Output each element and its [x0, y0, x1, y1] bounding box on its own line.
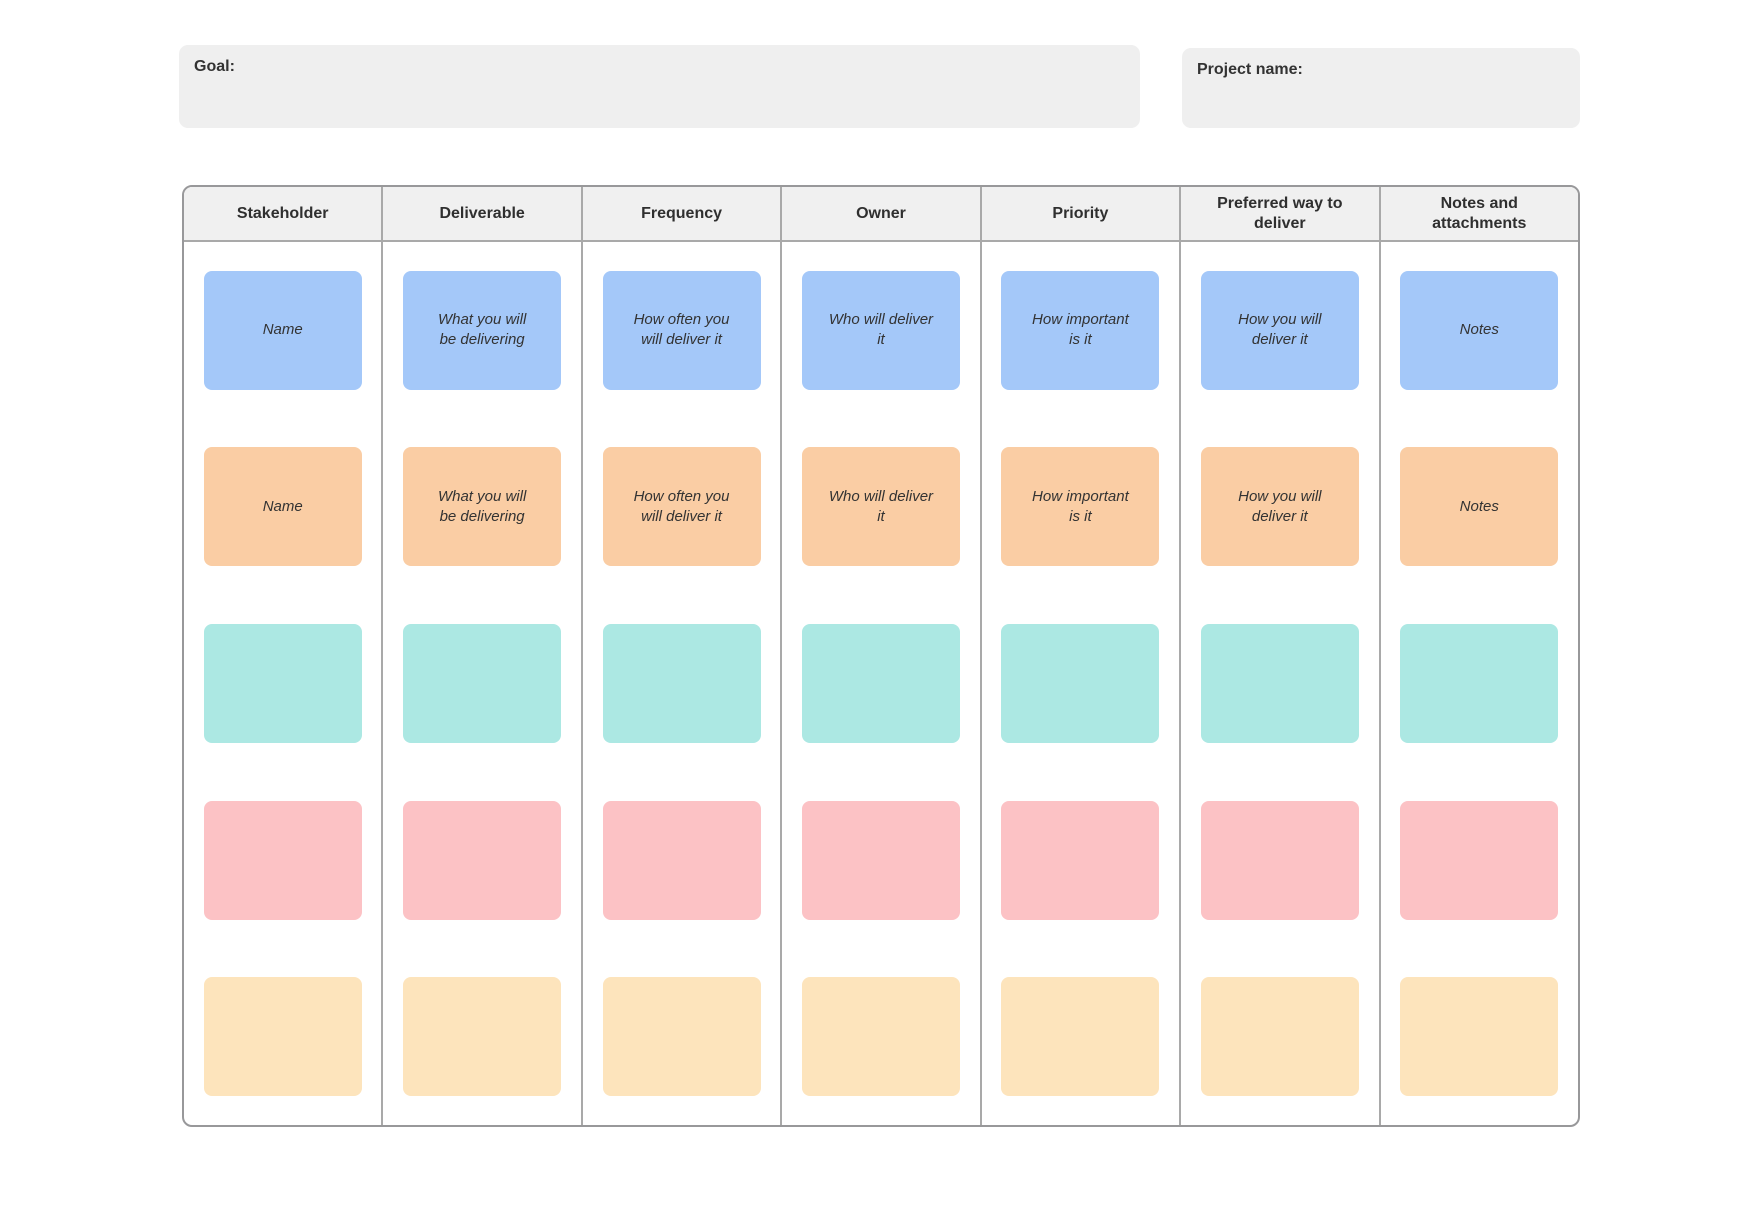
sticky-note-blue-preferred-way-to-deliver[interactable]: How you will deliver it: [1200, 270, 1359, 390]
sticky-note-peach-frequency[interactable]: How often you will deliver it: [602, 447, 761, 567]
table-cell-row5-notes-and-attachments: [1381, 948, 1578, 1125]
sticky-note-peach-preferred-way-to-deliver[interactable]: How you will deliver it: [1200, 447, 1359, 567]
goal-label: Goal:: [194, 58, 235, 75]
column-header-owner: Owner: [782, 187, 980, 242]
sticky-note-teal-preferred-way-to-deliver[interactable]: [1200, 623, 1359, 743]
sticky-note-pink-preferred-way-to-deliver[interactable]: [1200, 800, 1359, 920]
project-name-field[interactable]: Project name:: [1182, 48, 1580, 128]
table-cell-row1-priority: How important is it: [982, 242, 1179, 419]
sticky-note-peach-stakeholder[interactable]: Name: [203, 447, 362, 567]
sticky-note-pink-frequency[interactable]: [602, 800, 761, 920]
table-cell-row4-owner: [782, 772, 979, 949]
sticky-note-teal-frequency[interactable]: [602, 623, 761, 743]
column-header-priority: Priority: [981, 187, 1180, 242]
table-cell-row2-owner: Who will deliver it: [782, 419, 979, 596]
sticky-note-peach-owner[interactable]: Who will deliver it: [801, 447, 960, 567]
table-cell-row2-notes-and-attachments: Notes: [1381, 419, 1578, 596]
table-cell-row5-priority: [982, 948, 1179, 1125]
sticky-note-peach-notes-and-attachments[interactable]: Notes: [1400, 447, 1559, 567]
table-cell-row1-frequency: How often you will deliver it: [583, 242, 780, 419]
sticky-note-blue-frequency[interactable]: How often you will deliver it: [602, 270, 761, 390]
table-column-preferred-way-to-deliver: Preferred way to deliver How you will del…: [1181, 187, 1381, 1125]
table-cell-row3-owner: [782, 595, 979, 772]
table-cell-row3-priority: [982, 595, 1179, 772]
sticky-note-pink-stakeholder[interactable]: [203, 800, 362, 920]
sticky-note-peach-priority[interactable]: How important is it: [1001, 447, 1160, 567]
sticky-note-cream-notes-and-attachments[interactable]: [1400, 977, 1559, 1097]
sticky-note-pink-notes-and-attachments[interactable]: [1400, 800, 1559, 920]
column-header-deliverable: Deliverable: [383, 187, 581, 242]
table-cell-row2-frequency: How often you will deliver it: [583, 419, 780, 596]
table-cell-row3-notes-and-attachments: [1381, 595, 1578, 772]
sticky-note-blue-stakeholder[interactable]: Name: [203, 270, 362, 390]
table-cell-row4-deliverable: [383, 772, 580, 949]
sticky-note-teal-owner[interactable]: [801, 623, 960, 743]
table-cell-row3-stakeholder: [184, 595, 381, 772]
table-cell-row2-deliverable: What you will be delivering: [383, 419, 580, 596]
table-column-priority: Priority How important is it How important…: [981, 187, 1182, 1125]
table-cell-row1-preferred-way-to-deliver: How you will deliver it: [1181, 242, 1378, 419]
table-cell-row2-priority: How important is it: [982, 419, 1179, 596]
table-column-owner: Owner Who will deliver it Who will deliver…: [782, 187, 982, 1125]
column-header-notes-and-attachments: Notes and attachments: [1380, 187, 1578, 242]
sticky-note-teal-stakeholder[interactable]: [203, 623, 362, 743]
table-cell-row5-deliverable: [383, 948, 580, 1125]
table-cell-row3-preferred-way-to-deliver: [1181, 595, 1378, 772]
stakeholder-table: Stakeholder Name Name Deliverable What you w…: [182, 185, 1580, 1127]
sticky-note-pink-owner[interactable]: [801, 800, 960, 920]
sticky-note-blue-deliverable[interactable]: What you will be delivering: [403, 270, 562, 390]
table-cell-row1-stakeholder: Name: [184, 242, 381, 419]
table-cell-row4-preferred-way-to-deliver: [1181, 772, 1378, 949]
table-cell-row2-stakeholder: Name: [184, 419, 381, 596]
sticky-note-pink-priority[interactable]: [1001, 800, 1160, 920]
table-cell-row4-stakeholder: [184, 772, 381, 949]
sticky-note-blue-priority[interactable]: How important is it: [1001, 270, 1160, 390]
table-cell-row1-deliverable: What you will be delivering: [383, 242, 580, 419]
table-cell-row4-priority: [982, 772, 1179, 949]
project-name-label: Project name:: [1197, 61, 1303, 78]
table-column-stakeholder: Stakeholder Name Name: [184, 187, 384, 1125]
sticky-note-peach-deliverable[interactable]: What you will be delivering: [403, 447, 562, 567]
table-cell-row5-stakeholder: [184, 948, 381, 1125]
table-cell-row4-notes-and-attachments: [1381, 772, 1578, 949]
table-cell-row3-deliverable: [383, 595, 580, 772]
sticky-note-teal-deliverable[interactable]: [403, 623, 562, 743]
table-cell-row4-frequency: [583, 772, 780, 949]
column-header-frequency: Frequency: [582, 187, 781, 242]
table-cell-row5-preferred-way-to-deliver: [1181, 948, 1378, 1125]
goal-field[interactable]: Goal:: [179, 45, 1140, 128]
sticky-note-cream-stakeholder[interactable]: [203, 977, 362, 1097]
table-column-frequency: Frequency How often you will deliver it Ho…: [582, 187, 783, 1125]
table-cell-row3-frequency: [583, 595, 780, 772]
sticky-note-blue-notes-and-attachments[interactable]: Notes: [1400, 270, 1559, 390]
sticky-note-cream-priority[interactable]: [1001, 977, 1160, 1097]
sticky-note-teal-notes-and-attachments[interactable]: [1400, 623, 1559, 743]
sticky-note-cream-preferred-way-to-deliver[interactable]: [1200, 977, 1359, 1097]
table-column-notes-and-attachments: Notes and attachments Notes Notes: [1380, 187, 1578, 1125]
sticky-note-pink-deliverable[interactable]: [403, 800, 562, 920]
sticky-note-cream-owner[interactable]: [801, 977, 960, 1097]
table-cell-row5-owner: [782, 948, 979, 1125]
sticky-note-cream-deliverable[interactable]: [403, 977, 562, 1097]
table-cell-row2-preferred-way-to-deliver: How you will deliver it: [1181, 419, 1378, 596]
table-column-deliverable: Deliverable What you will be delivering Wh…: [383, 187, 583, 1125]
sticky-note-teal-priority[interactable]: [1001, 623, 1160, 743]
column-header-preferred-way-to-deliver: Preferred way to deliver: [1181, 187, 1379, 242]
sticky-note-blue-owner[interactable]: Who will deliver it: [801, 270, 960, 390]
table-cell-row5-frequency: [583, 948, 780, 1125]
sticky-note-cream-frequency[interactable]: [602, 977, 761, 1097]
column-header-stakeholder: Stakeholder: [184, 187, 382, 242]
table-cell-row1-notes-and-attachments: Notes: [1381, 242, 1578, 419]
table-cell-row1-owner: Who will deliver it: [782, 242, 979, 419]
